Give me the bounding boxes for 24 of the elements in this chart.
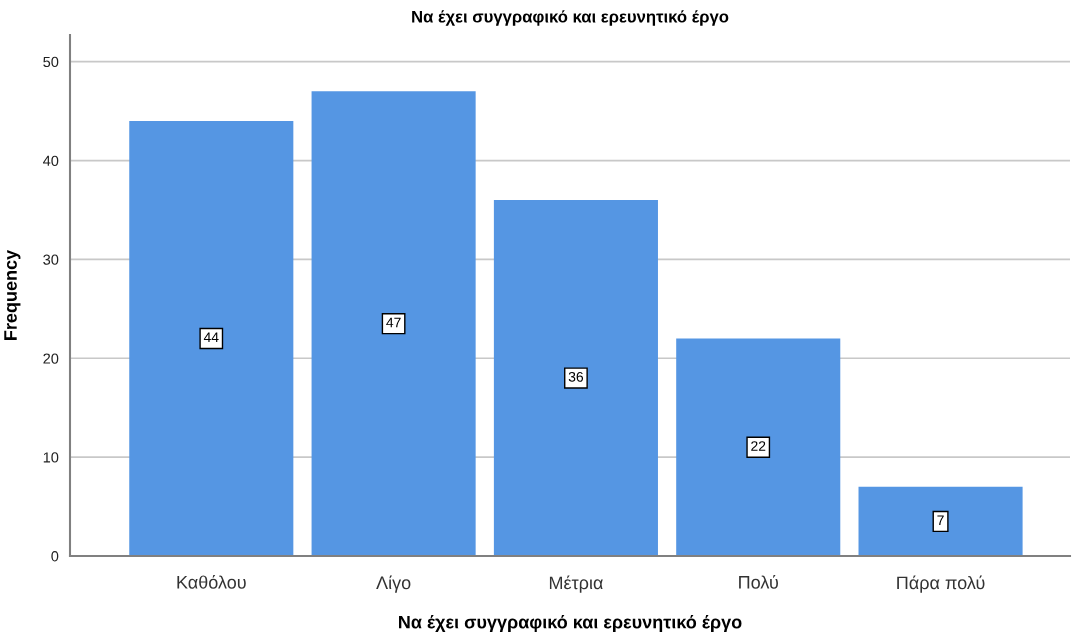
data-label: 36	[568, 371, 584, 382]
x-tick-label: Μέτρια	[549, 575, 603, 593]
bar	[493, 200, 658, 556]
y-axis-title: Frequency	[4, 249, 21, 340]
y-tick-label: 50	[43, 56, 59, 68]
y-tick-label: 30	[43, 254, 59, 265]
bar	[858, 486, 1023, 556]
data-label: 7	[937, 515, 944, 525]
x-axis-title: Να έχει συγγραφικό και ερευνητικό έργο	[399, 615, 742, 633]
y-tick-label: 10	[43, 452, 59, 463]
x-tick-label: Λίγο	[376, 575, 411, 593]
bar	[676, 338, 841, 556]
chart-title: Να έχει συγγραφικό και ερευνητικό έργο	[412, 10, 729, 26]
y-tick-label: 40	[43, 155, 59, 166]
y-tick-label: 20	[43, 353, 59, 364]
y-tick-label: 0	[51, 551, 59, 562]
bar	[311, 91, 476, 556]
data-label: 22	[751, 441, 766, 451]
data-label: 47	[386, 317, 401, 328]
x-tick-label: Καθόλου	[177, 574, 246, 589]
x-tick-label: Πάρα πολύ	[897, 575, 985, 593]
data-label: 44	[203, 332, 219, 343]
x-tick-label: Πολύ	[739, 574, 778, 589]
bar	[129, 121, 294, 556]
